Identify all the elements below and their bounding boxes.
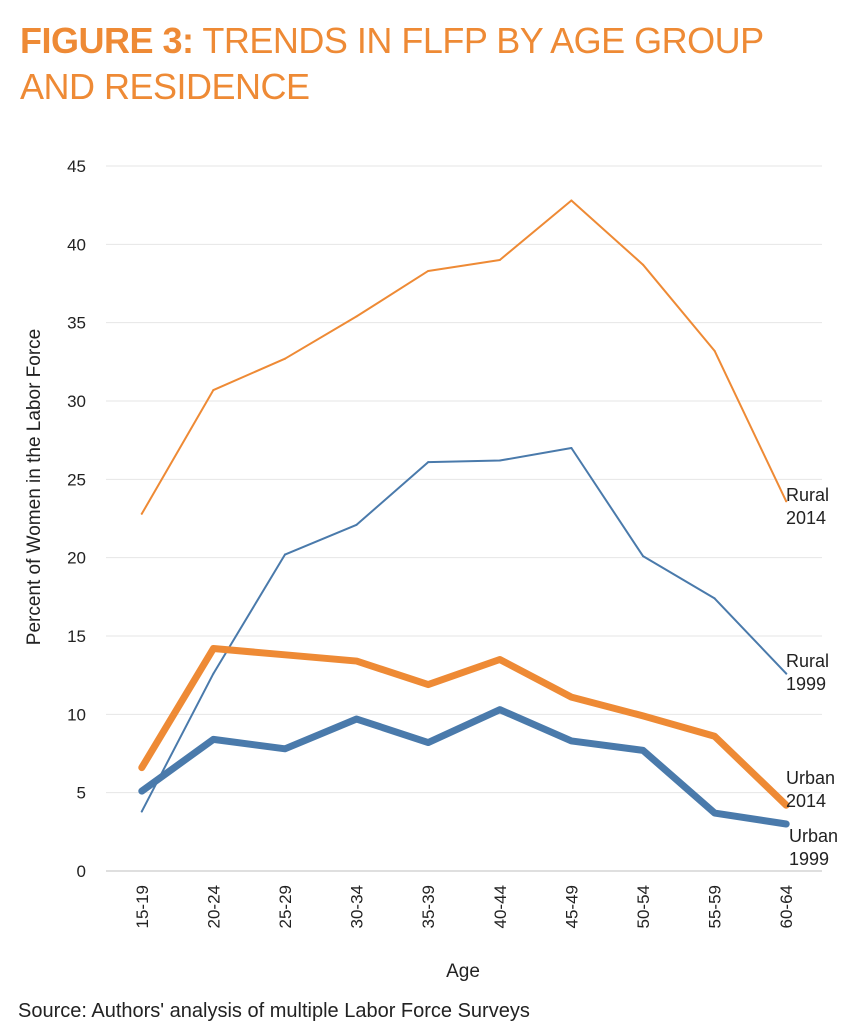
y-tick-label-15: 15 — [67, 627, 86, 646]
data-point-urban-2014-40-44 — [497, 657, 502, 662]
series-label-rural-1999: Rural 1999 — [786, 651, 829, 694]
y-axis-ticks: 0 5 10 15 20 25 30 35 40 45 — [67, 157, 86, 881]
series-line-rural-1999 — [140, 447, 788, 813]
series-label-line-rural-1999-1: 1999 — [786, 674, 826, 694]
data-point-urban-2014-30-34 — [354, 659, 359, 664]
x-tick-label-50-54: 50-54 — [634, 885, 653, 928]
data-point-urban-2014-20-24 — [211, 646, 216, 651]
data-point-rural-2014-35-39 — [427, 269, 430, 272]
data-point-urban-1999-15-19 — [139, 789, 144, 794]
data-point-rural-1999-15-19 — [140, 810, 143, 813]
figure-title-lead: FIGURE 3: — [20, 20, 194, 61]
x-axis-ticks: 15-19 20-24 25-29 30-34 35-39 40-44 45-49 50-54… — [133, 885, 796, 928]
y-tick-label-45: 45 — [67, 157, 86, 176]
series-label-line-rural-2014-0: Rural — [786, 485, 829, 505]
data-point-rural-1999-20-24 — [212, 672, 215, 675]
series-label-line-rural-1999-0: Rural — [786, 651, 829, 671]
data-point-urban-1999-25-29 — [283, 746, 287, 751]
data-point-rural-1999-45-49 — [570, 447, 573, 449]
data-point-urban-1999-60-64 — [784, 822, 789, 826]
source-note: Source: Authors' analysis of multiple La… — [18, 1000, 530, 1022]
data-point-rural-1999-25-29 — [284, 553, 286, 556]
series-lines — [138, 199, 790, 828]
data-point-rural-1999-30-34 — [355, 523, 358, 526]
y-tick-label-35: 35 — [67, 314, 86, 333]
series-line-urban-2014 — [138, 645, 790, 809]
data-point-urban-2014-45-49 — [569, 695, 574, 700]
data-point-rural-2014-30-34 — [355, 315, 358, 318]
series-line-rural-2014 — [140, 199, 788, 515]
data-point-urban-1999-30-34 — [354, 717, 359, 722]
series-label-urban-1999: Urban 1999 — [789, 826, 838, 869]
y-tick-label-10: 10 — [67, 705, 86, 724]
series-label-line-urban-2014-0: Urban — [786, 768, 835, 788]
x-tick-label-15-19: 15-19 — [133, 885, 152, 928]
x-tick-label-25-29: 25-29 — [276, 885, 295, 928]
series-label-line-urban-1999-1: 1999 — [789, 849, 829, 869]
series-label-urban-2014: Urban 2014 — [786, 768, 835, 811]
figure-title-text: TRENDS IN FLFP BY AGE GROUP AND RESIDENC… — [20, 20, 764, 107]
series-label-line-urban-2014-1: 2014 — [786, 791, 826, 811]
x-tick-label-45-49: 45-49 — [562, 885, 581, 928]
y-tick-label-20: 20 — [67, 549, 86, 568]
x-tick-label-35-39: 35-39 — [419, 885, 438, 928]
x-tick-label-60-64: 60-64 — [777, 885, 796, 928]
y-tick-label-0: 0 — [77, 862, 86, 881]
data-point-rural-1999-60-64 — [785, 672, 788, 675]
series-label-line-urban-1999-0: Urban — [789, 826, 838, 846]
x-tick-label-40-44: 40-44 — [491, 885, 510, 928]
data-point-rural-2014-15-19 — [140, 512, 143, 515]
data-point-rural-2014-55-59 — [713, 349, 716, 352]
data-point-rural-1999-55-59 — [713, 597, 716, 600]
y-tick-label-5: 5 — [77, 784, 86, 803]
data-point-rural-2014-20-24 — [212, 389, 215, 392]
x-tick-label-20-24: 20-24 — [204, 885, 223, 928]
data-point-rural-1999-40-44 — [498, 459, 501, 462]
data-point-urban-2014-15-19 — [139, 765, 144, 770]
data-point-urban-2014-55-59 — [712, 734, 717, 739]
data-point-urban-1999-20-24 — [211, 737, 216, 742]
data-point-rural-2014-50-54 — [642, 263, 644, 266]
y-axis-title: Percent of Women in the Labor Force — [24, 329, 45, 645]
gridlines — [106, 165, 822, 794]
data-point-urban-2014-35-39 — [426, 682, 431, 687]
data-point-urban-2014-60-64 — [784, 803, 789, 808]
data-point-urban-2014-50-54 — [641, 713, 645, 718]
data-point-rural-2014-25-29 — [284, 357, 286, 360]
data-point-rural-2014-45-49 — [570, 199, 573, 202]
figure-title: FIGURE 3: TRENDS IN FLFP BY AGE GROUP AN… — [20, 18, 820, 110]
series-label-rural-2014: Rural 2014 — [786, 485, 829, 528]
data-point-urban-1999-40-44 — [497, 707, 502, 712]
data-point-urban-1999-50-54 — [641, 748, 645, 753]
x-tick-label-55-59: 55-59 — [706, 885, 725, 928]
data-point-rural-2014-60-64 — [785, 500, 788, 503]
x-tick-label-30-34: 30-34 — [348, 885, 367, 928]
data-point-rural-2014-40-44 — [498, 259, 501, 261]
series-labels: Rural 2014 Rural 1999 Urban 2014 Urban 1999 — [786, 485, 838, 869]
data-point-urban-2014-25-29 — [283, 652, 287, 657]
series-label-line-rural-2014-1: 2014 — [786, 508, 826, 528]
x-axis-title: Age — [446, 961, 480, 982]
data-point-rural-1999-50-54 — [642, 555, 644, 558]
data-point-urban-1999-55-59 — [712, 811, 717, 816]
data-point-rural-1999-35-39 — [427, 461, 430, 464]
data-point-urban-1999-35-39 — [426, 740, 431, 745]
data-point-urban-1999-45-49 — [569, 738, 574, 743]
y-tick-label-40: 40 — [67, 235, 86, 254]
y-tick-label-25: 25 — [67, 470, 86, 489]
y-tick-label-30: 30 — [67, 392, 86, 411]
series-line-urban-1999 — [138, 706, 790, 828]
